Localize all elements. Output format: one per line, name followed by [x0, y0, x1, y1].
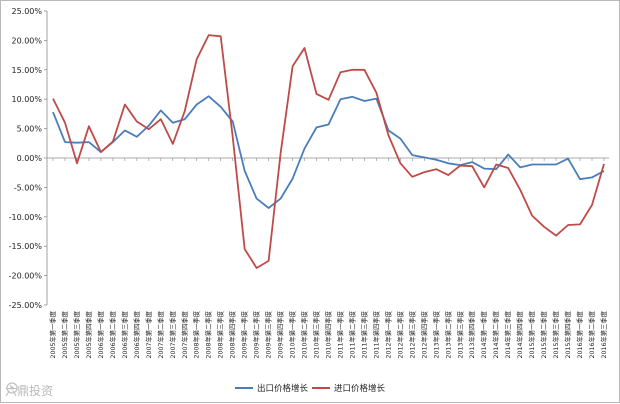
legend-label-export: 出口价格增长	[257, 383, 309, 394]
x-axis-ticks: 2005年第一季度 2005年第二季度 2005年第三季度 2005年第四季度 2006…	[48, 158, 608, 359]
x-tick-label: 2010年第三季度	[312, 310, 321, 358]
x-tick-label: 2008年第三季度	[216, 310, 225, 358]
x-tick-label: 2015年第三季度	[551, 310, 560, 358]
x-tick-label: 2013年第二季度	[443, 310, 452, 358]
x-tick-label: 2012年第二季度	[395, 310, 404, 358]
x-tick-label: 2009年第二季度	[252, 310, 261, 358]
x-tick-label: 2005年第四季度	[84, 310, 93, 358]
x-tick-label: 2015年第四季度	[563, 310, 572, 358]
x-tick-label: 2012年第一季度	[383, 310, 392, 358]
x-tick-label: 2013年第四季度	[467, 310, 476, 358]
y-tick-label: -5.00%	[14, 183, 43, 192]
legend: 出口价格增长 进口价格增长	[235, 383, 386, 394]
x-tick-label: 2006年第二季度	[108, 310, 117, 358]
x-tick-label: 2005年第一季度	[48, 310, 57, 358]
x-tick-label: 2007年第三季度	[168, 310, 177, 358]
x-tick-label: 2009年第四季度	[276, 310, 285, 358]
series-line-export	[52, 95, 605, 209]
x-tick-label: 2016年第二季度	[587, 310, 596, 358]
y-tick-label: 10.00%	[11, 95, 42, 104]
x-tick-label: 2014年第四季度	[515, 310, 524, 358]
x-tick-label: 2010年第一季度	[288, 310, 297, 358]
watermark-icon	[6, 382, 18, 394]
watermark-logo: 六鼎投资	[5, 382, 53, 399]
x-tick-label: 2007年第一季度	[144, 310, 153, 358]
x-tick-label: 2005年第三季度	[72, 310, 81, 358]
y-tick-label: 5.00%	[17, 125, 43, 134]
x-tick-label: 2006年第三季度	[120, 310, 129, 358]
x-tick-label: 2008年第二季度	[204, 310, 213, 358]
y-tick-label: 25.00%	[11, 7, 42, 16]
x-tick-label: 2016年第一季度	[575, 310, 584, 358]
x-tick-label: 2013年第三季度	[455, 310, 464, 358]
x-tick-label: 2011年第二季度	[347, 310, 356, 358]
x-tick-label: 2012年第四季度	[419, 310, 428, 358]
series-line-import	[52, 34, 605, 269]
x-tick-label: 2014年第三季度	[503, 310, 512, 358]
x-tick-label: 2012年第三季度	[407, 310, 416, 358]
x-tick-label: 2013年第一季度	[431, 310, 440, 358]
x-tick-label: 2010年第四季度	[324, 310, 333, 358]
y-axis-ticks: 25.00% 20.00% 15.00% 10.00% 5.00% 0.00% -5.00%…	[9, 7, 47, 310]
x-tick-label: 2011年第一季度	[335, 310, 344, 358]
x-tick-label: 2011年第四季度	[371, 310, 380, 358]
x-tick-label: 2016年第三季度	[599, 310, 608, 358]
x-tick-label: 2010年第二季度	[300, 310, 309, 358]
x-tick-label: 2006年第一季度	[96, 310, 105, 358]
y-tick-label: 0.00%	[17, 154, 43, 163]
x-tick-label: 2015年第一季度	[527, 310, 536, 358]
x-tick-label: 2014年第一季度	[479, 310, 488, 358]
x-tick-label: 2009年第三季度	[264, 310, 273, 358]
x-tick-label: 2008年第四季度	[228, 310, 237, 358]
series-layer	[52, 34, 605, 269]
y-tick-label: -25.00%	[9, 301, 43, 310]
x-tick-label: 2007年第二季度	[156, 310, 165, 358]
y-tick-label: 20.00%	[11, 36, 42, 45]
x-tick-label: 2014年第二季度	[491, 310, 500, 358]
x-tick-label: 2011年第三季度	[359, 310, 368, 358]
x-tick-label: 2008年第一季度	[192, 310, 201, 358]
x-tick-label: 2015年第二季度	[539, 310, 548, 358]
x-tick-label: 2006年第四季度	[132, 310, 141, 358]
y-tick-label: -15.00%	[9, 242, 43, 251]
y-tick-label: -20.00%	[9, 272, 43, 281]
y-tick-label: -10.00%	[9, 213, 43, 222]
legend-label-import: 进口价格增长	[334, 383, 386, 394]
y-tick-label: 15.00%	[11, 66, 42, 75]
x-tick-label: 2007年第四季度	[180, 310, 189, 358]
x-tick-label: 2009年第一季度	[240, 310, 249, 358]
x-tick-label: 2005年第二季度	[60, 310, 69, 358]
